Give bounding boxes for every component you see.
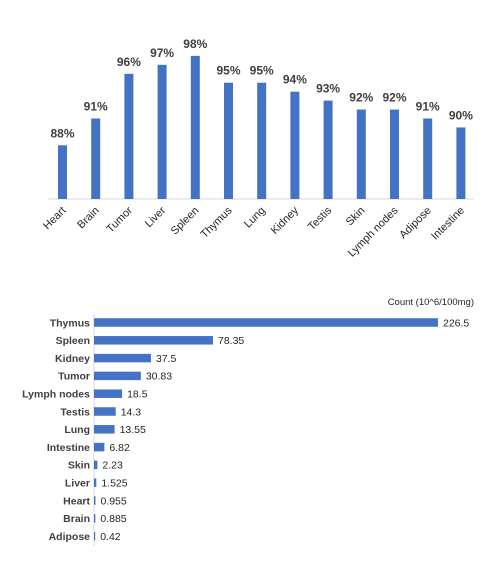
chart2-data-label: 13.55 — [120, 424, 146, 436]
chart1-data-label: 93% — [316, 82, 340, 96]
chart1-data-label: 94% — [283, 73, 307, 87]
chart1-bar — [257, 82, 267, 199]
chart1-data-label: 92% — [349, 91, 373, 105]
chart1-data-label: 92% — [382, 91, 406, 105]
chart2-bar — [94, 442, 105, 452]
chart1-bar — [423, 118, 433, 199]
chart1-bar — [190, 55, 200, 200]
chart2-category-label: Liver — [65, 478, 90, 490]
chart2-category-label: Adipose — [49, 531, 91, 543]
chart1-data-label: 88% — [50, 126, 74, 140]
chart2-category-label: Intestine — [47, 442, 90, 454]
chart2-bar — [94, 389, 123, 398]
chart1-category-label: Lung — [242, 205, 268, 231]
chart2-bar — [94, 336, 213, 345]
chart2-bar — [94, 478, 97, 487]
chart2-bar — [94, 425, 115, 434]
chart1-bar — [58, 145, 67, 199]
chart2-category-label: Thymus — [50, 317, 90, 329]
chart1-data-label: 90% — [449, 108, 473, 122]
chart2-bar — [94, 514, 96, 523]
chart1-data-label: 95% — [250, 64, 274, 78]
chart2-data-label: 18.5 — [127, 389, 148, 401]
chart2-bar — [94, 407, 116, 416]
chart2-category-label: Skin — [68, 460, 90, 472]
chart1-data-label: 91% — [84, 100, 108, 114]
chart2-category-label: Testis — [60, 406, 90, 418]
chart2-data-label: 30.83 — [146, 371, 172, 383]
chart1-bar — [224, 82, 233, 199]
chart1-category-label: Thymus — [198, 204, 234, 240]
chart2-bar — [94, 531, 96, 541]
chart1-bar — [356, 109, 366, 199]
chart2-data-label: 226.5 — [443, 317, 469, 329]
chart2-data-label: 0.955 — [100, 495, 126, 507]
chart2-data-label: 6.82 — [109, 442, 130, 454]
chart1-category-label: Kidney — [269, 204, 302, 237]
chart2-category-label: Tumor — [58, 371, 90, 383]
chart2-category-label: Lymph nodes — [22, 389, 90, 401]
chart2-bar — [94, 318, 438, 327]
count-bar-chart: Count (10^6/100mg) Thymus 226.5 Spleen 78.3… — [22, 297, 474, 546]
chart1-data-label: 97% — [150, 46, 174, 60]
chart1-data-label: 95% — [216, 64, 240, 78]
chart2-data-label: 2.23 — [102, 460, 123, 472]
chart1-bar — [91, 118, 101, 199]
chart1-bar — [124, 73, 134, 199]
chart2-bar — [94, 460, 98, 470]
percentage-bar-chart: 88% Heart 91% Brain 96% Tumor 97% Liver 98% Splee… — [41, 37, 474, 260]
chart2-category-label: Lung — [64, 424, 90, 436]
chart1-category-label: Heart — [41, 205, 69, 233]
chart1-category-label: Adipose — [397, 205, 434, 242]
chart2-data-label: 37.5 — [156, 353, 177, 365]
chart2-category-label: Kidney — [55, 353, 90, 365]
chart2-bar — [94, 371, 141, 381]
chart2-data-label: 78.35 — [218, 335, 244, 347]
chart1-category-label: Skin — [344, 205, 368, 229]
chart1-category-label: Tumor — [104, 204, 135, 235]
chart1-bar — [390, 109, 399, 199]
chart1-bar — [456, 127, 466, 199]
chart2-bar — [94, 353, 151, 363]
chart2-category-label: Brain — [63, 513, 90, 525]
chart1-bar — [157, 64, 167, 199]
chart1-bar — [323, 100, 333, 199]
chart1-category-label: Brain — [75, 205, 102, 232]
chart1-data-label: 96% — [117, 55, 141, 69]
chart2-data-label: 1.525 — [101, 478, 127, 490]
chart1-data-label: 91% — [416, 100, 440, 114]
chart1-category-label: Testis — [306, 204, 335, 233]
chart1-category-label: Liver — [143, 204, 169, 230]
chart2-category-label: Heart — [63, 495, 90, 507]
chart2-axis-title: Count (10^6/100mg) — [388, 297, 474, 308]
chart2-bar — [94, 496, 96, 505]
chart1-category-label: Intestine — [429, 205, 467, 243]
chart2-data-label: 14.3 — [121, 406, 142, 418]
chart2-data-label: 0.42 — [100, 531, 121, 543]
chart1-data-label: 98% — [183, 37, 207, 51]
chart2-data-label: 0.885 — [100, 513, 126, 525]
chart1-bar — [290, 91, 300, 199]
chart2-category-label: Spleen — [56, 335, 90, 347]
chart1-category-label: Spleen — [169, 205, 202, 238]
